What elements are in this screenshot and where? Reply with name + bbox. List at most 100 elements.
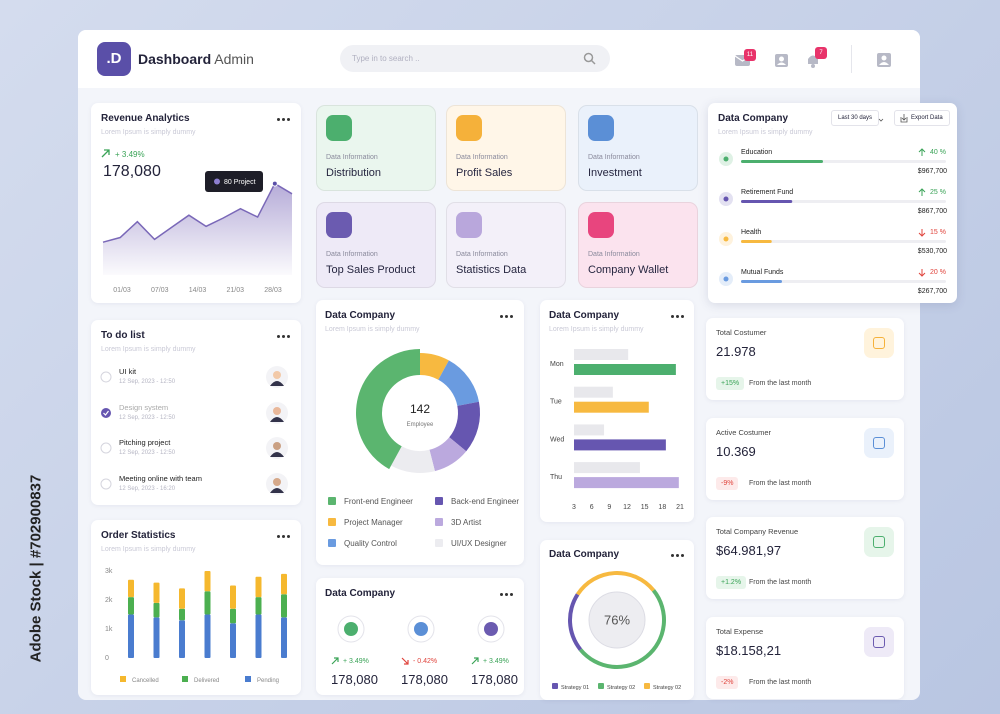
mini-arrow bbox=[401, 657, 409, 665]
progress-bar bbox=[741, 200, 793, 203]
profile-icon[interactable] bbox=[876, 52, 892, 68]
x-tick-label: 21 bbox=[676, 504, 684, 511]
legend-swatch bbox=[245, 676, 251, 682]
strategy-chart: 76% Strategy 01 Strategy 02 Strategy 02 bbox=[552, 571, 681, 691]
point bbox=[271, 180, 278, 187]
legend-label: Strategy 02 bbox=[653, 685, 681, 691]
employees-card: Data Company Lorem Ipsum is simply dummy… bbox=[316, 300, 524, 565]
bar-segment bbox=[230, 608, 236, 624]
menu[interactable] bbox=[505, 593, 508, 596]
strategy-card: Data Company 76% Strategy 01 Strategy 02 S… bbox=[540, 540, 694, 700]
trend-arrow bbox=[918, 188, 926, 196]
stat-value: 21.978 bbox=[716, 344, 756, 359]
legend-label: 3D Artist bbox=[451, 518, 482, 527]
todo-date: 12 Sep, 2023 - 16:20 bbox=[119, 485, 176, 492]
search-box[interactable]: Type in to search .. bbox=[340, 45, 610, 72]
icon-dot bbox=[414, 622, 428, 636]
legend-label: Back-end Engineer bbox=[451, 497, 519, 506]
tile-label: Data Information bbox=[326, 251, 378, 258]
mini-icon bbox=[337, 615, 365, 643]
stat-icon bbox=[864, 328, 894, 358]
bar-segment bbox=[128, 614, 134, 658]
card-title: To do list bbox=[101, 330, 145, 341]
row-value: 15 % bbox=[930, 229, 946, 236]
stat-icon-glyph bbox=[873, 337, 885, 349]
donut-slice bbox=[449, 401, 480, 452]
chevron bbox=[878, 118, 884, 122]
trend-arrow bbox=[471, 657, 479, 665]
menu[interactable] bbox=[282, 335, 285, 338]
checkbox bbox=[101, 407, 111, 418]
revenue-chart: 80 Project 01/03 07/03 14/03 21/03 28/03 bbox=[102, 171, 293, 294]
todo-title: Design system bbox=[119, 402, 169, 412]
finance-card: Data Company Lorem Ipsum is simply dummy… bbox=[708, 103, 957, 303]
card-title: Revenue Analytics bbox=[101, 113, 190, 124]
menu[interactable] bbox=[282, 118, 285, 121]
menu[interactable] bbox=[676, 315, 679, 318]
progress-bar bbox=[741, 240, 772, 243]
avatar-body bbox=[270, 487, 284, 493]
stat-icon-glyph bbox=[873, 635, 885, 648]
period-select[interactable]: Last 30 days bbox=[831, 110, 880, 126]
x-tick-label: 18 bbox=[658, 504, 666, 511]
info-tile[interactable]: Data Information Profit Sales bbox=[446, 105, 566, 191]
track bbox=[741, 280, 946, 283]
row-icon-dot bbox=[723, 276, 729, 282]
card-subtitle: Lorem Ipsum is simply dummy bbox=[101, 546, 196, 553]
row-amount: $267,700 bbox=[918, 288, 947, 295]
tile-label: Data Information bbox=[588, 154, 640, 161]
title-rest: Admin bbox=[214, 51, 254, 67]
info-tile[interactable]: Data Information Statistics Data bbox=[446, 202, 566, 288]
stat-change: +15% bbox=[716, 377, 745, 390]
mini-value: 178,080 bbox=[401, 672, 448, 687]
contact-icon[interactable] bbox=[774, 53, 790, 69]
avatar-face bbox=[273, 442, 281, 450]
stat-title: Total Expense bbox=[716, 626, 764, 636]
legend-label: Pending bbox=[257, 678, 279, 684]
stat-note: From the last month bbox=[749, 678, 812, 686]
compare-bar bbox=[574, 424, 605, 436]
row-value: 25 % bbox=[930, 189, 946, 196]
donut-slice bbox=[429, 437, 467, 472]
bar bbox=[574, 477, 679, 489]
mini-arrow bbox=[471, 657, 479, 665]
menu[interactable] bbox=[282, 535, 285, 538]
card-title: Data Company bbox=[549, 310, 620, 321]
stat-icon bbox=[864, 427, 894, 458]
center-label: 76% bbox=[604, 612, 630, 627]
stat-title: Active Costumer bbox=[716, 427, 772, 437]
bar-segment bbox=[281, 594, 287, 618]
y-tick-label: 2k bbox=[105, 597, 113, 604]
donut-slice bbox=[420, 353, 449, 380]
big-value: 178,080 bbox=[103, 163, 161, 180]
y-tick-label: 1k bbox=[105, 626, 113, 633]
compare-bar bbox=[574, 386, 613, 398]
stat-title: Total Costumer bbox=[716, 328, 767, 337]
logo[interactable]: .D bbox=[97, 42, 131, 76]
track bbox=[741, 240, 946, 243]
bar-segment bbox=[179, 588, 185, 609]
info-tile[interactable]: Data Information Distribution bbox=[316, 105, 436, 191]
search-icon bbox=[583, 52, 596, 65]
header: .D Dashboard Admin Type in to search .. … bbox=[78, 30, 920, 88]
stat-value: $18.158,21 bbox=[716, 642, 782, 658]
export-button[interactable]: Export Data bbox=[894, 110, 950, 126]
employees-chart: 142 Employee Project Manager Quality Cont… bbox=[328, 349, 519, 548]
donut-slice bbox=[438, 360, 479, 406]
info-tile[interactable]: Data Information Company Wallet bbox=[578, 202, 698, 288]
bell-badge: 7 bbox=[815, 47, 827, 59]
stat-value: $64.981,97 bbox=[716, 543, 782, 558]
tile-icon bbox=[456, 115, 482, 141]
bar bbox=[574, 439, 666, 451]
row-value: 20 % bbox=[930, 269, 946, 276]
menu[interactable] bbox=[676, 554, 679, 557]
info-tile[interactable]: Data Information Investment bbox=[578, 105, 698, 191]
avatar-face bbox=[273, 406, 281, 415]
mini-change: + 3.49% bbox=[483, 658, 509, 665]
info-tile[interactable]: Data Information Top Sales Product bbox=[316, 202, 436, 288]
menu[interactable] bbox=[505, 315, 508, 318]
row-label: Health bbox=[741, 229, 761, 236]
avatar-body bbox=[270, 416, 284, 422]
card-subtitle: Lorem Ipsum is simply dummy bbox=[718, 129, 813, 136]
ring-segment bbox=[575, 571, 656, 596]
